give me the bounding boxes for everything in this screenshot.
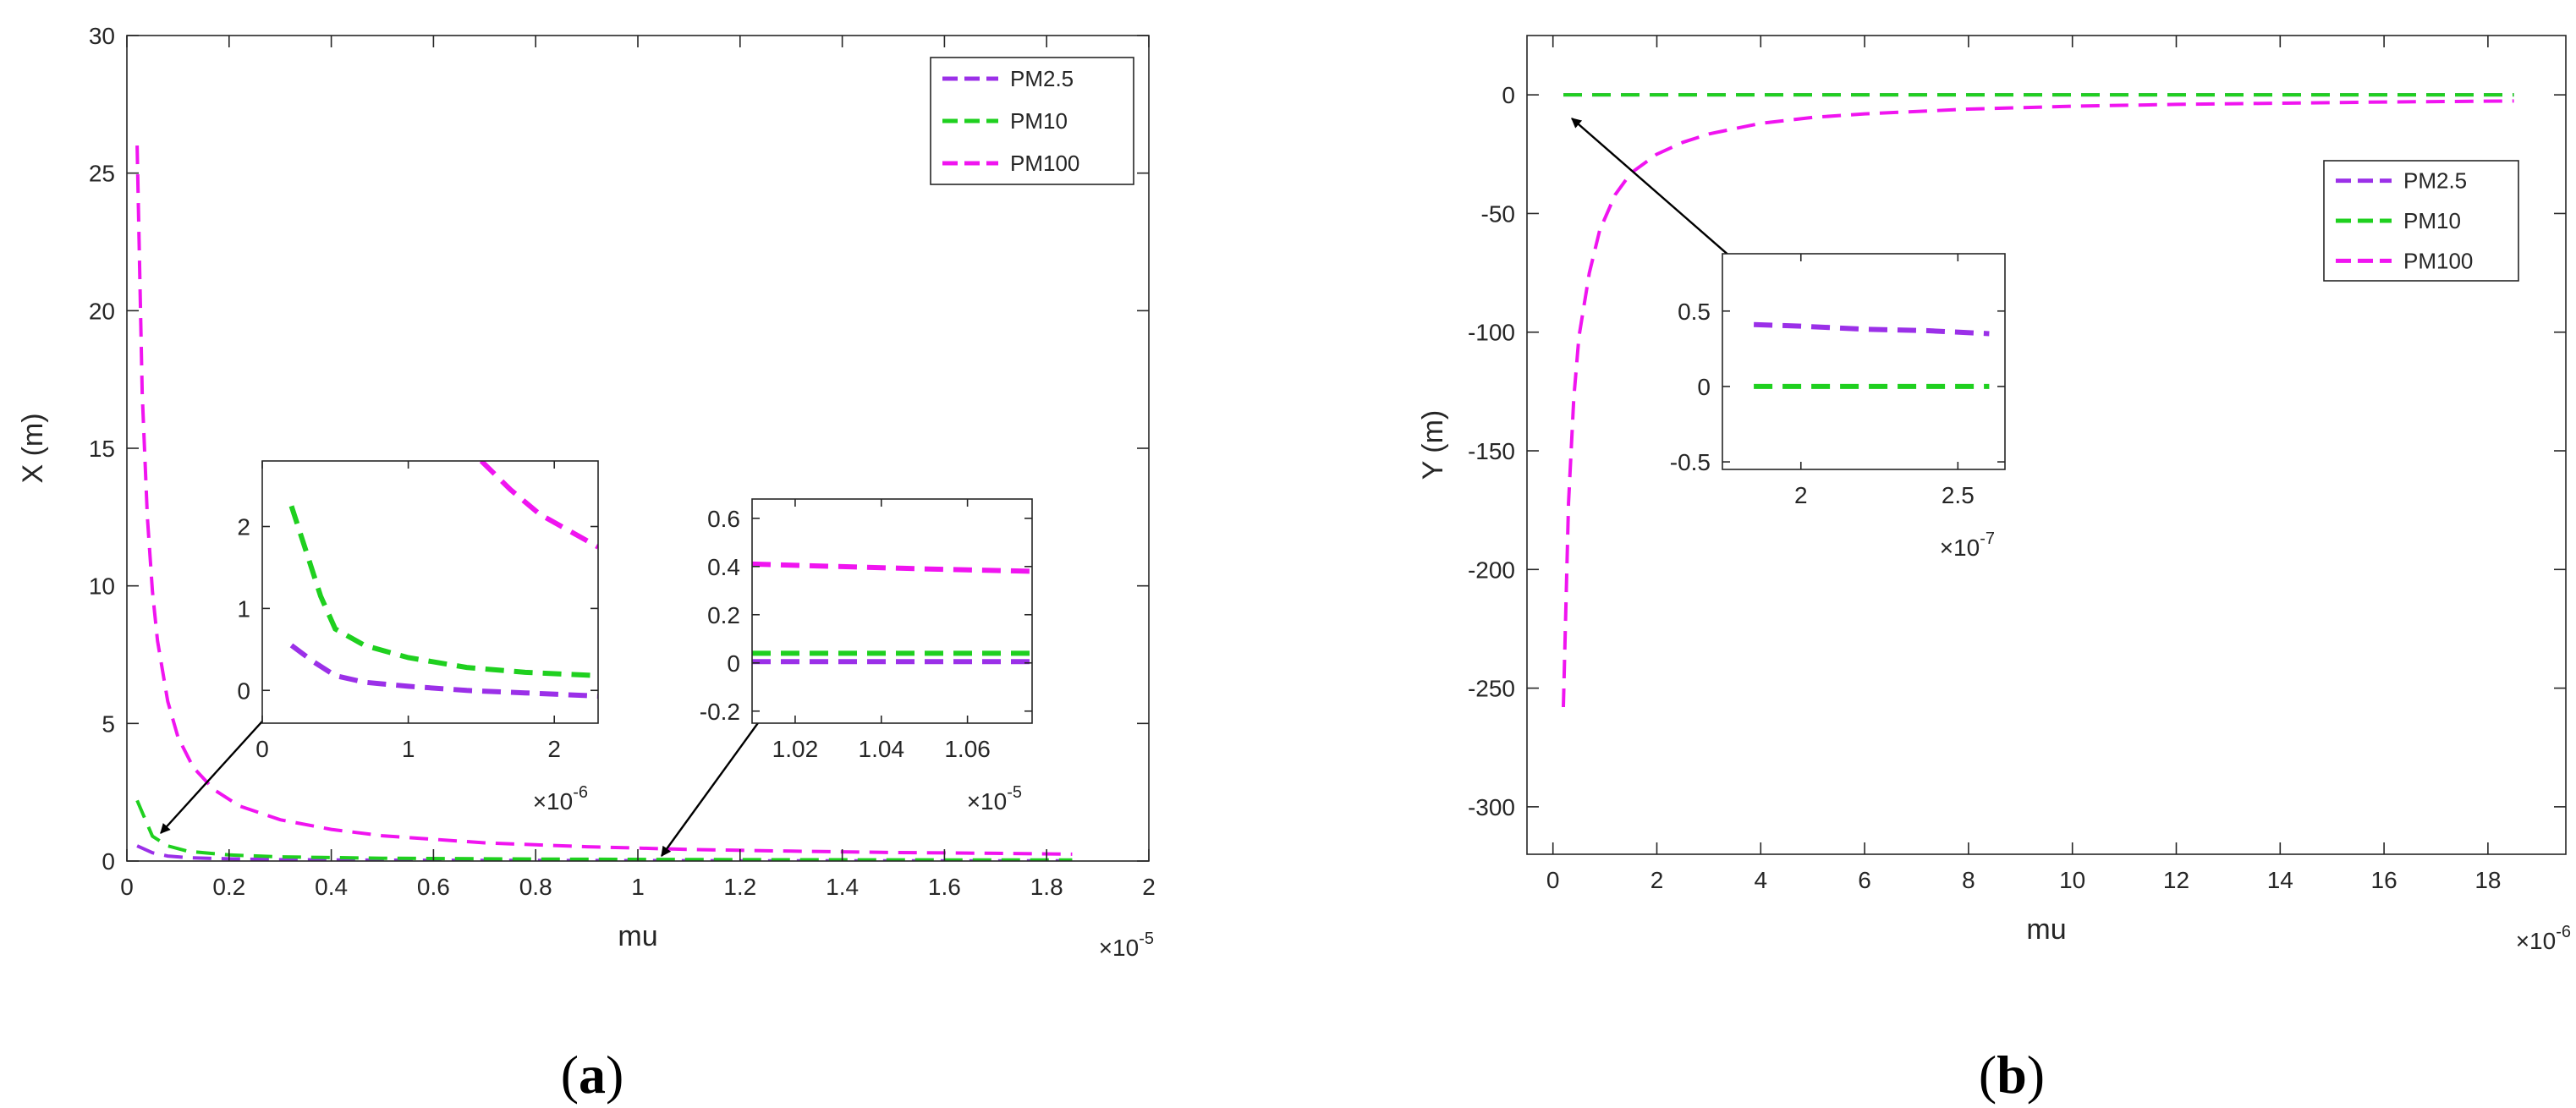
y-tick-label: 30 (89, 23, 115, 49)
y-tick-label: 0 (237, 677, 250, 704)
x-tick-label: 0.4 (315, 874, 348, 900)
legend-entry: PM100 (2403, 248, 2473, 273)
x-tick-label: 12 (2163, 867, 2189, 893)
x-tick-label: 2.5 (1942, 482, 1975, 508)
series-pm100-line (1562, 99, 2514, 708)
x-tick-label: 2 (1142, 874, 1156, 900)
y-tick-label: -50 (1481, 200, 1515, 227)
y-tick-label: 0.4 (707, 554, 740, 580)
series-pm100-line (752, 561, 1032, 574)
y-axis-label: X (m) (17, 413, 49, 483)
legend: PM2.5 PM10 PM100 (930, 57, 1134, 185)
legend: PM2.5 PM10 PM100 (2323, 160, 2519, 282)
y-tick-label: 0.5 (1678, 299, 1711, 325)
series-pm25-line (289, 643, 598, 699)
y-tick-label: -100 (1468, 320, 1515, 346)
x-axis-multiplier: ×10-6 (533, 783, 588, 815)
x-tick-label: 10 (2059, 867, 2085, 893)
x-tick-label: 1.8 (1030, 874, 1063, 900)
a-inset-2-series (752, 561, 1032, 665)
series-pm10-line (135, 799, 1073, 861)
y-tick-label: 10 (89, 573, 115, 600)
y-tick-label: 0 (1502, 82, 1515, 108)
x-tick-label: 18 (2474, 867, 2501, 893)
y-axis-label: Y (m) (1417, 410, 1449, 480)
series-pm25-line (1754, 321, 1990, 337)
x-tick-label: 2 (1651, 867, 1664, 893)
x-tick-label: 4 (1755, 867, 1768, 893)
y-tick-label: 15 (89, 436, 115, 462)
y-tick-label: 20 (89, 298, 115, 324)
x-tick-label: 1.04 (859, 736, 905, 762)
x-tick-label: 0.8 (519, 874, 552, 900)
legend-entry: PM2.5 (1010, 66, 1074, 91)
a-inset-1-plot-area (262, 461, 598, 723)
chart-b-inset: 2 2.5 -0.5 0 0.5 ×10-7 (1670, 253, 2006, 561)
x-tick-label: 16 (2371, 867, 2397, 893)
y-tick-label: 0 (1697, 374, 1711, 400)
x-tick-label: 1 (402, 736, 415, 762)
x-axis-multiplier: ×10-5 (1099, 930, 1154, 961)
x-tick-label: 1.02 (772, 736, 819, 762)
b-inset-plot-area (1722, 254, 2005, 469)
y-tick-label: 0 (727, 650, 740, 677)
x-tick-label: 8 (1962, 867, 1975, 893)
legend-entry: PM100 (1010, 151, 1079, 176)
y-tick-label: 0.2 (707, 602, 740, 628)
x-tick-label: 14 (2267, 867, 2293, 893)
y-tick-label: 5 (102, 710, 115, 737)
y-tick-label: 2 (237, 514, 250, 540)
chart-a-inset-2: 1.02 1.04 1.06 -0.2 0 0.2 0.4 0.6 ×10-5 (700, 498, 1033, 815)
y-tick-label: -0.5 (1670, 449, 1711, 475)
zoom-arrow (661, 701, 774, 857)
b-inset-axes-frame (1722, 253, 2006, 470)
chart-b-main: 0 2 4 6 8 10 12 14 16 18 -300 -250 -200 -150 -100 -50 0 ×… (1417, 35, 2571, 954)
y-tick-label: -300 (1468, 794, 1515, 820)
x-axis-multiplier: ×10-5 (967, 783, 1022, 815)
x-tick-label: 0 (120, 874, 134, 900)
panel-label-a: (a) (561, 1045, 624, 1105)
a-inset-1-axes-frame (261, 460, 599, 724)
chart-a-inset-1: 0 1 2 0 1 2 ×10-6 (237, 460, 599, 815)
y-tick-label: -0.2 (700, 699, 740, 725)
x-tick-label: 1.4 (826, 874, 859, 900)
x-tick-label: 1.2 (723, 874, 756, 900)
panel-label-b: (b) (1979, 1045, 2045, 1105)
b-inset-series (1754, 321, 1990, 389)
b-main-plot-area (1527, 36, 2566, 854)
x-tick-label: 0 (255, 736, 269, 762)
x-tick-label: 0.6 (417, 874, 450, 900)
y-tick-label: -250 (1468, 676, 1515, 702)
x-tick-label: 2 (547, 736, 561, 762)
legend-entry: PM10 (1010, 108, 1068, 134)
y-tick-label: -200 (1468, 557, 1515, 583)
b-main-series (1562, 93, 2514, 708)
a-inset-1-series (288, 461, 598, 699)
legend-box (2323, 160, 2519, 282)
x-axis-label: mu (2026, 913, 2066, 946)
series-pm100-line (479, 461, 598, 550)
y-tick-label: 0.6 (707, 506, 740, 532)
x-tick-label: 2 (1794, 482, 1808, 508)
a-inset-2-plot-area (752, 499, 1032, 723)
y-tick-label: 25 (89, 161, 115, 187)
legend-entry: PM10 (2403, 208, 2461, 233)
y-tick-label: 1 (237, 595, 250, 622)
x-tick-label: 1.06 (944, 736, 991, 762)
x-tick-label: 1.6 (928, 874, 961, 900)
x-tick-label: 1 (631, 874, 645, 900)
b-main-axes-frame (1526, 35, 2567, 855)
x-axis-label: mu (618, 920, 657, 952)
x-tick-label: 0 (1546, 867, 1560, 893)
x-axis-multiplier: ×10-7 (1940, 529, 1995, 561)
x-axis-multiplier: ×10-6 (2516, 923, 2571, 954)
y-tick-label: -150 (1468, 438, 1515, 464)
y-tick-label: 0 (102, 848, 115, 875)
series-pm10-line (288, 505, 598, 678)
x-tick-label: 0.2 (212, 874, 245, 900)
legend-entry: PM2.5 (2403, 168, 2467, 194)
a-inset-2-axes-frame (751, 498, 1033, 724)
x-tick-label: 6 (1858, 867, 1871, 893)
